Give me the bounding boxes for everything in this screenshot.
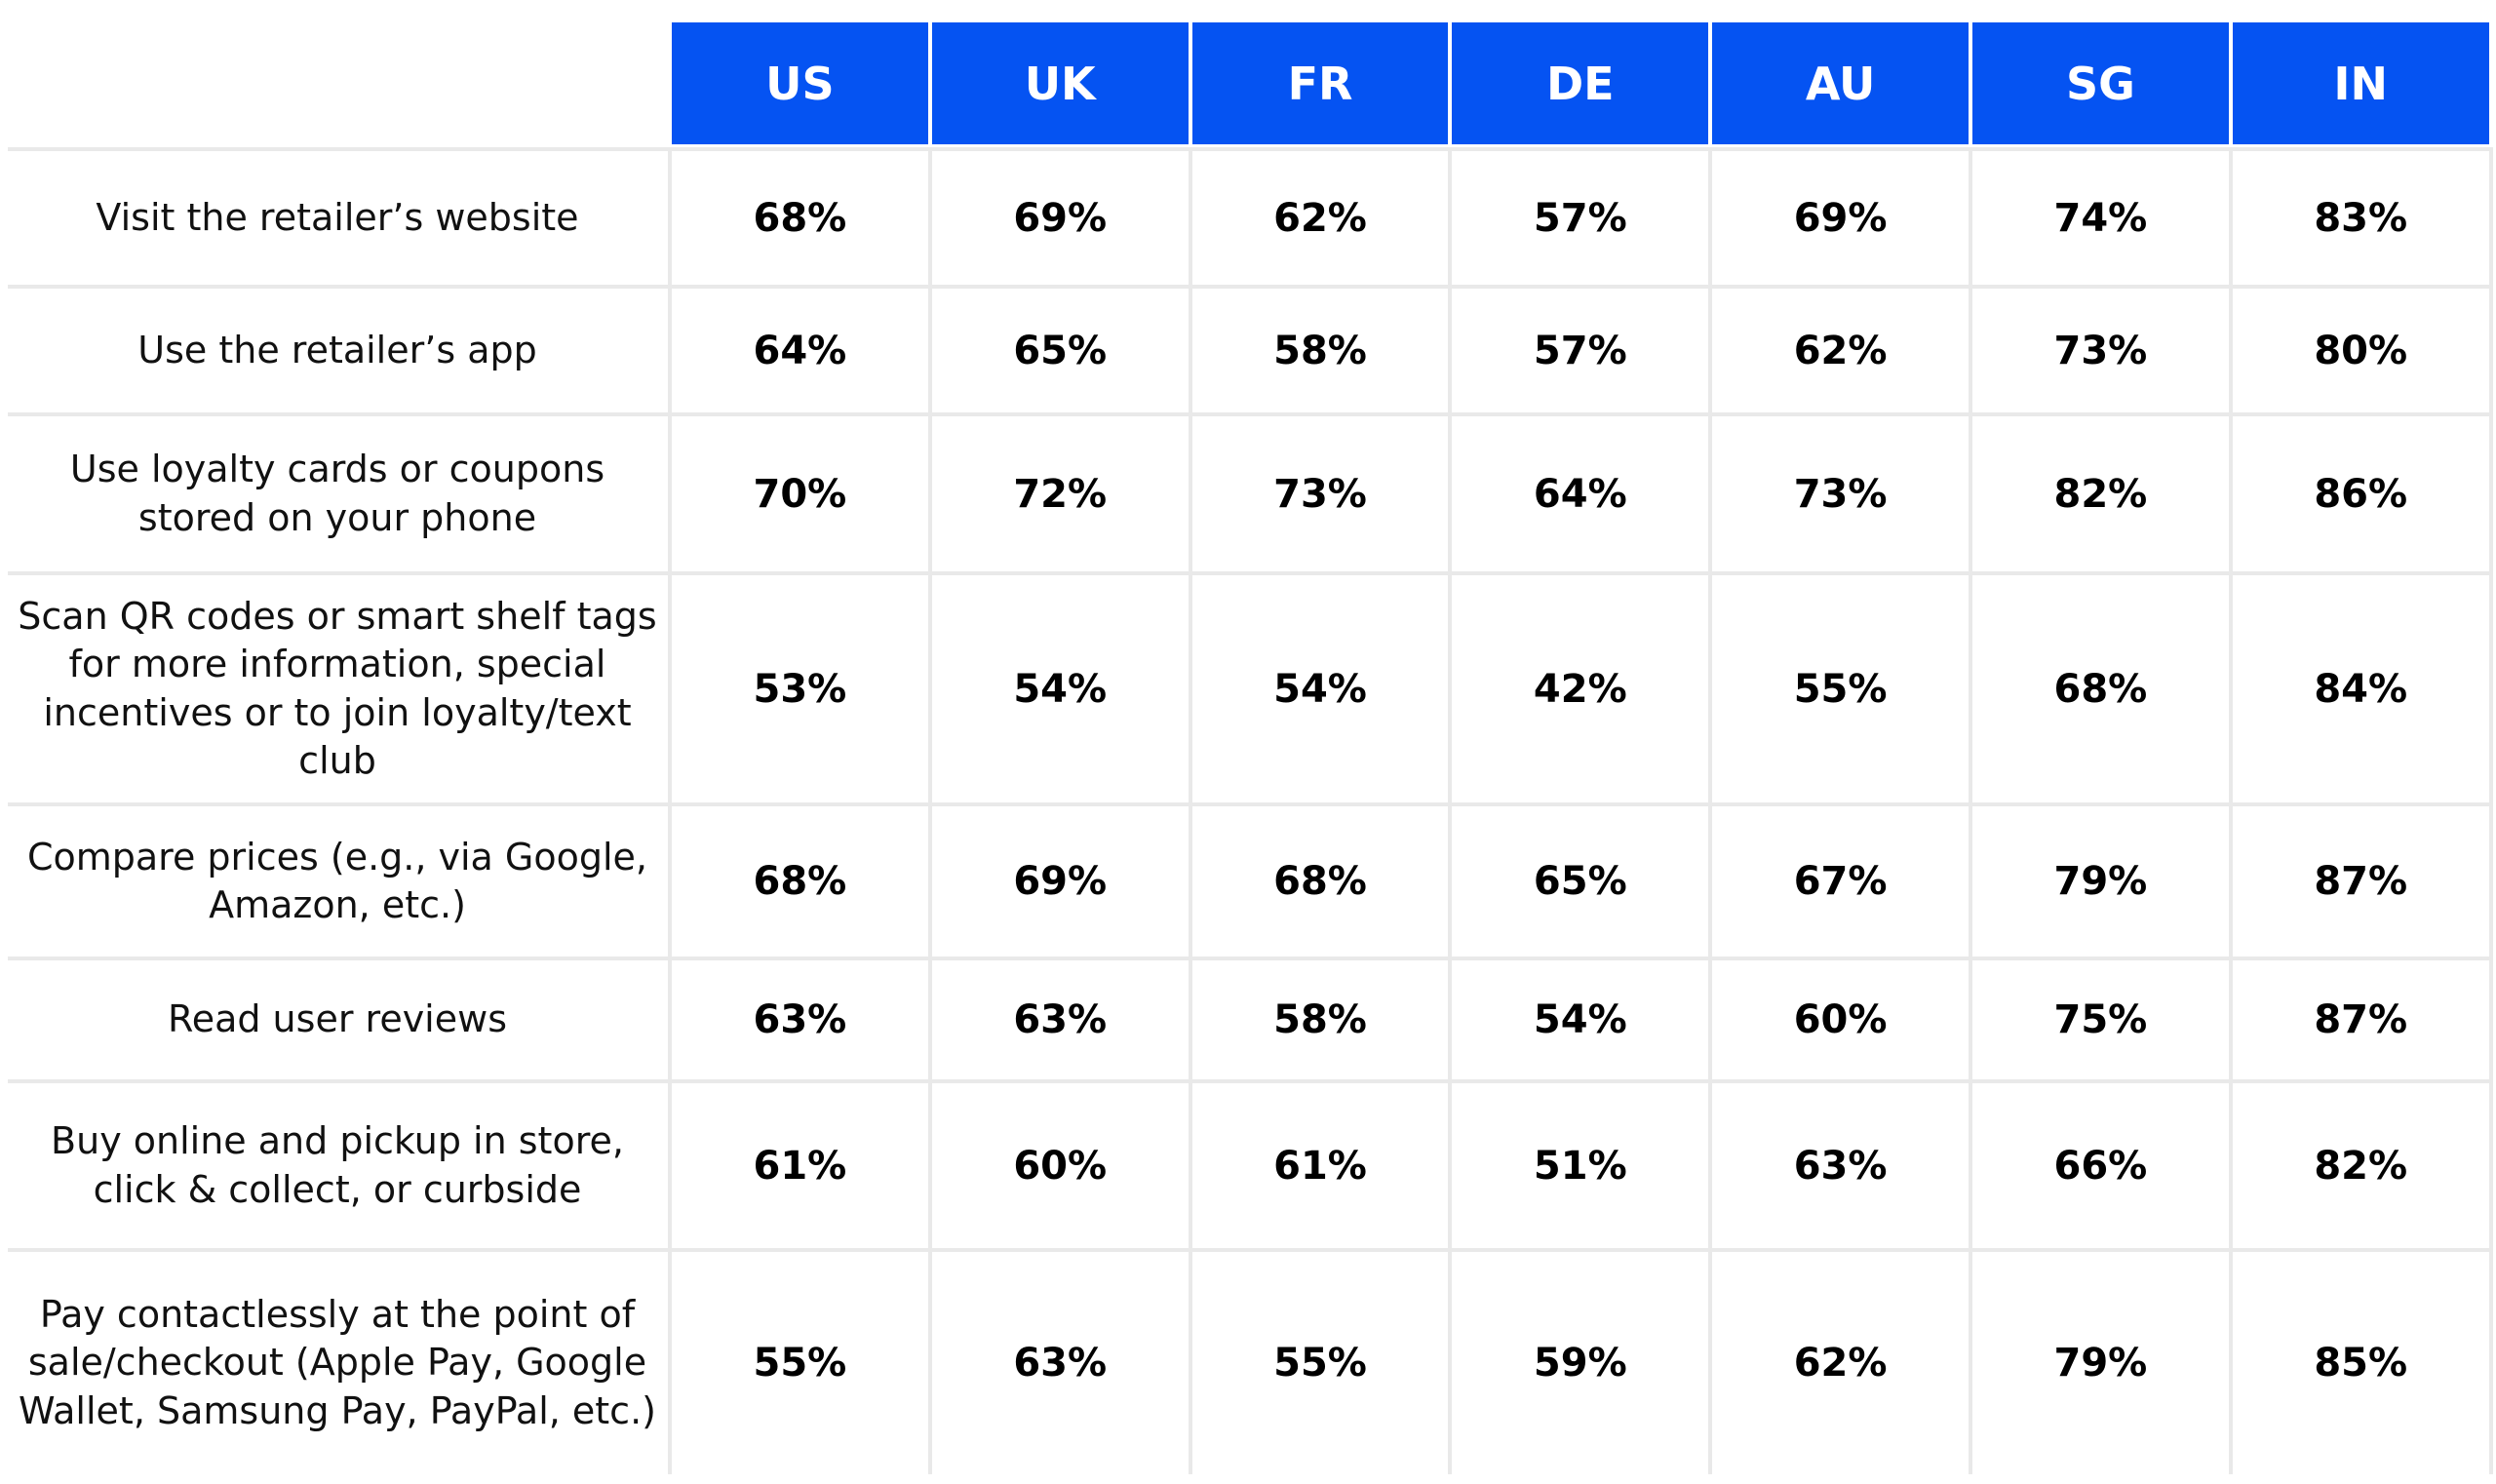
row-separator [8,1079,2491,1083]
row-label: Use the retailer’s app [137,328,537,371]
column-header: US [672,22,928,144]
column-header: AU [1712,22,1969,144]
column-separator [2228,147,2233,1474]
value-cell: 58% [1273,328,1367,373]
column-separator [2488,147,2493,1474]
value-cell: 59% [1533,1341,1627,1386]
value-cell: 65% [1013,328,1108,373]
value-cell: 82% [2314,1143,2408,1189]
row-separator [8,802,2491,806]
value-cell: 54% [1273,666,1367,712]
value-cell: 73% [2053,328,2148,373]
column-separator [1969,147,1972,1474]
value-cell: 54% [1013,666,1108,712]
row-label: Pay contactlessly at the point of sale/c… [19,1292,656,1432]
value-cell: 63% [1013,1341,1108,1386]
value-cell: 84% [2314,666,2408,712]
value-cell: 75% [2053,997,2148,1042]
value-cell: 51% [1533,1143,1627,1189]
column-header: SG [1972,22,2229,144]
column-separator [668,147,672,1474]
row-separator [8,412,2491,416]
value-cell: 60% [1013,1143,1108,1189]
column-header: FR [1191,22,1449,144]
row-label: Buy online and pickup in store, click & … [51,1119,624,1211]
row-separator [8,571,2491,575]
value-cell: 42% [1533,666,1627,712]
value-cell: 79% [2053,859,2148,904]
row-separator [8,1248,2491,1252]
value-cell: 79% [2053,1341,2148,1386]
value-cell: 57% [1533,328,1627,373]
value-cell: 55% [1793,666,1888,712]
column-separator [927,147,932,1474]
value-cell: 68% [753,195,847,241]
value-cell: 63% [1793,1143,1888,1189]
value-cell: 54% [1533,997,1627,1042]
value-cell: 55% [1273,1341,1367,1386]
value-cell: 61% [753,1143,847,1189]
value-cell: 87% [2314,859,2408,904]
value-cell: 83% [2314,195,2408,241]
value-cell: 72% [1013,471,1108,517]
value-cell: 87% [2314,997,2408,1042]
column-separator [1188,147,1192,1474]
value-cell: 68% [1273,859,1367,904]
value-cell: 70% [753,471,847,517]
value-cell: 69% [1013,859,1108,904]
column-header: UK [931,22,1189,144]
value-cell: 66% [2053,1143,2148,1189]
value-cell: 73% [1273,471,1367,517]
value-cell: 82% [2053,471,2148,517]
value-cell: 65% [1533,859,1627,904]
value-cell: 68% [2053,666,2148,712]
value-cell: 85% [2314,1341,2408,1386]
value-cell: 62% [1273,195,1367,241]
row-label: Compare prices (e.g., via Google, Amazon… [26,835,648,926]
row-label: Use loyalty cards or coupons stored on y… [69,448,605,539]
value-cell: 74% [2053,195,2148,241]
column-separator [1708,147,1713,1474]
column-header: IN [2232,22,2489,144]
value-cell: 62% [1793,1341,1888,1386]
row-label: Read user reviews [168,997,507,1041]
value-cell: 86% [2314,471,2408,517]
value-cell: 80% [2314,328,2408,373]
value-cell: 67% [1793,859,1888,904]
row-separator [8,957,2491,960]
row-label: Visit the retailer’s website [96,195,579,239]
row-separator [8,147,2491,151]
value-cell: 55% [753,1341,847,1386]
column-header: DE [1452,22,1709,144]
row-label: Scan QR codes or smart shelf tags for mo… [18,594,657,782]
value-cell: 64% [1533,471,1627,517]
value-cell: 57% [1533,195,1627,241]
value-cell: 69% [1013,195,1108,241]
value-cell: 60% [1793,997,1888,1042]
value-cell: 73% [1793,471,1888,517]
column-separator [1448,147,1453,1474]
value-cell: 62% [1793,328,1888,373]
row-separator [8,285,2491,289]
value-cell: 68% [753,859,847,904]
value-cell: 63% [1013,997,1108,1042]
value-cell: 63% [753,997,847,1042]
value-cell: 64% [753,328,847,373]
value-cell: 69% [1793,195,1888,241]
value-cell: 58% [1273,997,1367,1042]
value-cell: 61% [1273,1143,1367,1189]
value-cell: 53% [753,666,847,712]
